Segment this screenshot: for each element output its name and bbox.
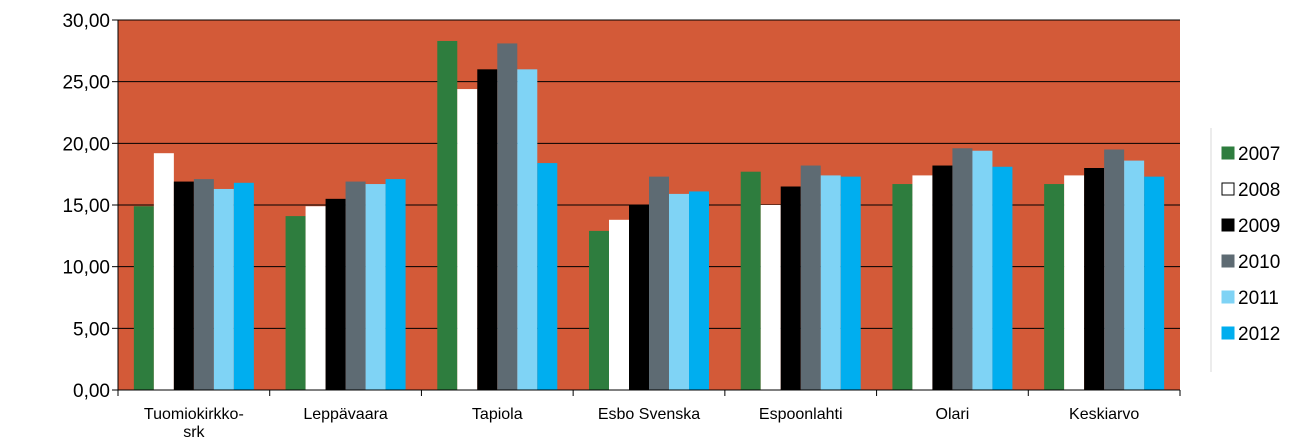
legend-label: 2010 — [1238, 252, 1280, 273]
legend-swatch — [1221, 254, 1235, 268]
bar-2010 — [952, 148, 973, 390]
bar-2010 — [193, 179, 214, 390]
legend-swatch — [1221, 290, 1235, 304]
bar-2008 — [1064, 175, 1085, 390]
y-tick-label: 25,00 — [62, 73, 110, 94]
y-tick-label: 10,00 — [62, 258, 110, 279]
bar-2012 — [1144, 176, 1165, 390]
y-tick-label: 20,00 — [62, 134, 110, 155]
bar-2008 — [760, 205, 781, 390]
bar-2007 — [437, 40, 458, 390]
bar-2008 — [153, 153, 174, 390]
bar-2009 — [629, 205, 649, 390]
legend-label: 2009 — [1238, 216, 1280, 237]
bar-2009 — [1084, 168, 1105, 390]
y-tick-labels: 0,00 5,00 10,00 15,00 20,00 25,00 30,00 — [62, 11, 110, 402]
bar-2007 — [589, 230, 609, 390]
legend-label: 2008 — [1238, 180, 1280, 201]
bar-2007 — [133, 206, 154, 390]
bar-2012 — [840, 176, 861, 390]
bar-2011 — [1124, 160, 1145, 390]
x-category-label: Olari — [936, 406, 970, 423]
legend-swatch — [1221, 218, 1235, 232]
legend-label: 2011 — [1238, 288, 1279, 309]
y-tick-label: 30,00 — [62, 11, 110, 32]
bar-2010 — [1104, 149, 1125, 390]
bar-2008 — [305, 206, 326, 390]
bar-2010 — [649, 176, 669, 390]
bar-2009 — [173, 181, 194, 390]
y-tick-label: 15,00 — [62, 196, 110, 217]
x-category-label: Leppävaara — [303, 406, 388, 423]
bar-2007 — [740, 171, 761, 390]
legend-swatch — [1221, 146, 1235, 160]
bar-2011 — [213, 188, 234, 390]
legend-swatch — [1221, 182, 1235, 196]
bar-2010 — [345, 181, 366, 390]
bar-2011 — [669, 193, 689, 390]
legend-label: 2012 — [1238, 324, 1280, 345]
x-category-label: Tapiola — [472, 406, 523, 423]
bar-2008 — [912, 175, 933, 390]
bar-2009 — [932, 165, 953, 390]
bar-2009 — [780, 186, 801, 390]
bar-2008 — [609, 219, 629, 390]
bar-2012 — [385, 179, 406, 390]
legend-label: 2007 — [1238, 144, 1280, 165]
y-tick-label: 0,00 — [73, 381, 110, 402]
x-category-label: Tuomiokirkko- — [144, 406, 244, 423]
bar-2012 — [233, 182, 254, 390]
bar-2009 — [325, 198, 346, 390]
bar-2012 — [537, 163, 558, 390]
bar-2008 — [457, 89, 478, 391]
legend-swatch — [1221, 326, 1235, 340]
x-category-label: Esbo Svenska — [598, 406, 700, 423]
bar-2007 — [285, 216, 306, 390]
bar-2007 — [892, 184, 913, 390]
x-category-label: Espoonlahti — [759, 406, 843, 423]
bar-2011 — [972, 150, 993, 390]
x-category-label: Keskiarvo — [1069, 406, 1139, 423]
axes — [112, 19, 1181, 396]
bar-2011 — [365, 184, 386, 390]
y-tick-label: 5,00 — [73, 319, 110, 340]
bar-2010 — [497, 43, 518, 390]
bar-2007 — [1044, 184, 1065, 390]
bar-2009 — [477, 69, 498, 390]
legend: 2007 2008 2009 2010 2011 2012 — [1210, 128, 1280, 372]
bar-2012 — [992, 166, 1013, 390]
bar-2011 — [517, 69, 538, 390]
bar-2011 — [820, 175, 841, 390]
x-category-labels: Tuomiokirkko-srk Leppävaara Tapiola Esbo Sv… — [144, 406, 1139, 441]
x-category-label: srk — [183, 424, 205, 441]
bars — [133, 40, 1165, 391]
bar-2010 — [800, 165, 821, 390]
bar-2012 — [689, 191, 709, 390]
